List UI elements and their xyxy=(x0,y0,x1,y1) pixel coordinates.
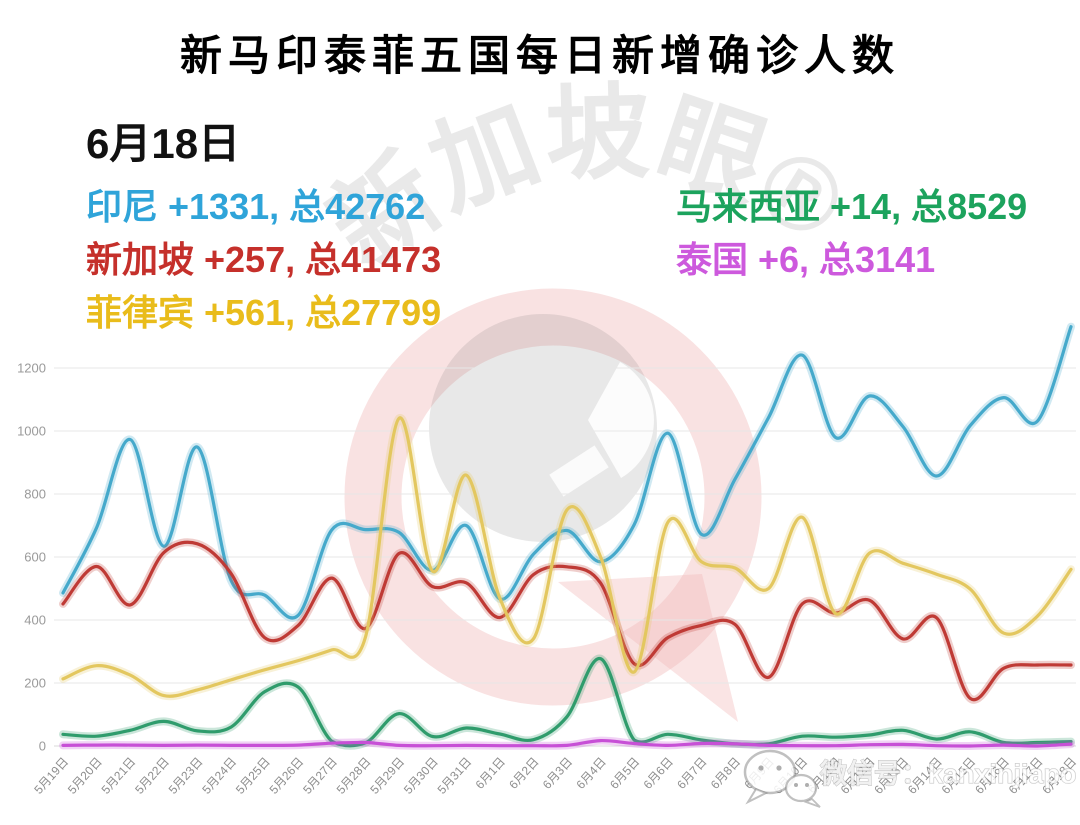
y-axis-label: 800 xyxy=(24,487,46,502)
series-line-indonesia xyxy=(61,325,1073,620)
x-axis-label: 5月20日 xyxy=(65,755,105,797)
date-label: 6月18日 xyxy=(86,120,241,167)
x-axis-label: 5月22日 xyxy=(132,755,172,797)
x-axis-label: 5月28日 xyxy=(334,755,374,797)
y-axis-label: 200 xyxy=(24,676,46,691)
y-axis-label: 0 xyxy=(39,739,46,754)
x-axis-label: 6月2日 xyxy=(506,755,541,792)
x-axis-label: 6月7日 xyxy=(674,755,709,792)
legend-entry-philippines: 菲律宾 +561, 总27799 xyxy=(86,292,442,333)
x-axis-label: 6月5日 xyxy=(607,755,642,792)
legend-entry-thailand: 泰国 +6, 总3141 xyxy=(676,239,936,280)
wechat-watermark-text: 微信号：kanxinjiapo xyxy=(819,759,1077,789)
series-line-malaysia xyxy=(61,657,1073,748)
x-axis-label: 6月1日 xyxy=(473,755,508,792)
x-axis-label: 5月23日 xyxy=(166,755,206,797)
series-halo-indonesia xyxy=(59,322,1075,622)
legend-entry-malaysia: 马来西亚 +14, 总8529 xyxy=(676,186,1028,227)
x-axis-label: 6月6日 xyxy=(641,755,676,792)
legend-entry-singapore: 新加坡 +257, 总41473 xyxy=(86,239,442,280)
x-axis-label: 6月8日 xyxy=(708,755,743,792)
watermark-highlight-small xyxy=(549,445,609,497)
x-axis-label: 6月4日 xyxy=(573,755,608,792)
x-axis-label: 5月29日 xyxy=(367,755,407,797)
y-axis-label: 600 xyxy=(24,550,46,565)
x-axis-label: 5月26日 xyxy=(267,755,307,797)
y-axis-label: 400 xyxy=(24,613,46,628)
watermark-iris xyxy=(429,314,657,542)
series-line-philippines xyxy=(61,416,1073,698)
series-line-singapore xyxy=(61,540,1073,702)
x-axis-label: 5月19日 xyxy=(31,755,71,797)
watermark-highlight xyxy=(588,362,654,478)
x-axis-label: 6月3日 xyxy=(540,755,575,792)
x-axis-label: 5月27日 xyxy=(300,755,340,797)
x-axis-label: 5月31日 xyxy=(435,755,475,797)
wechat-icon xyxy=(743,749,821,808)
watermark-ring xyxy=(344,288,762,706)
series-line-thailand xyxy=(61,738,1073,748)
x-axis-label: 5月24日 xyxy=(199,755,239,797)
x-axis-label: 5月25日 xyxy=(233,755,273,797)
watermark-wedge xyxy=(558,574,738,722)
legend-entry-indonesia: 印尼 +1331, 总42762 xyxy=(86,186,426,227)
x-axis-label: 5月21日 xyxy=(99,755,139,797)
y-axis-label: 1200 xyxy=(17,361,46,376)
y-axis-label: 1000 xyxy=(17,424,46,439)
chart-title: 新马印泰菲五国每日新增确诊人数 xyxy=(179,32,900,79)
x-axis-label: 5月30日 xyxy=(401,755,441,797)
